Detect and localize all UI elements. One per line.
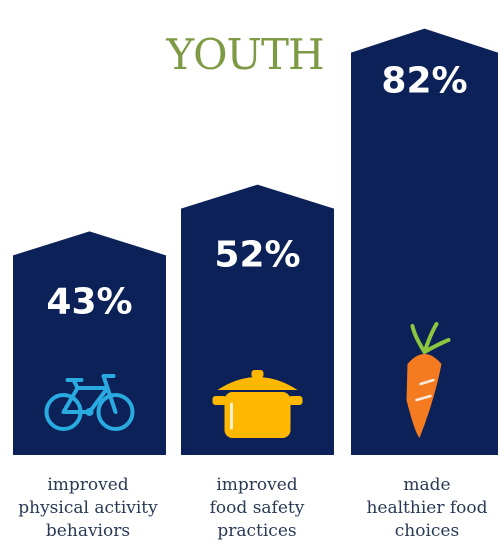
bar-group: 43% [13, 231, 166, 455]
bar [181, 184, 334, 455]
value-label: 52% [214, 235, 300, 276]
bar [13, 231, 166, 455]
chart-title: YOUTH [166, 30, 324, 79]
value-label: 43% [46, 281, 132, 322]
category-label-physical-activity: improved physical activity behaviors [18, 475, 158, 541]
value-label: 82% [381, 61, 467, 102]
carrot-icon [406, 322, 451, 438]
cooking-pot-icon [212, 370, 303, 438]
category-label-healthier-food: made healthier food choices [366, 475, 488, 541]
bar [351, 28, 498, 455]
bar-group: 82% [351, 28, 498, 455]
bar-group: 52% [181, 184, 334, 455]
bicycle-icon [44, 374, 135, 431]
category-label-food-safety: improved food safety practices [209, 475, 305, 541]
